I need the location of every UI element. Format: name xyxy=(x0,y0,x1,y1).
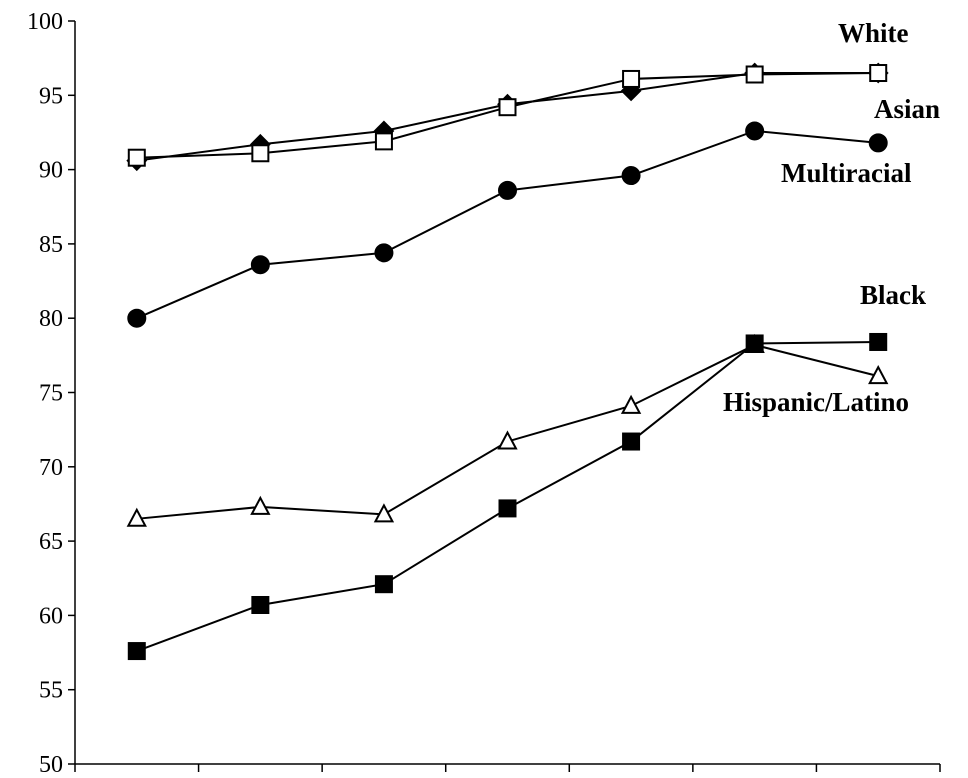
data-point-white xyxy=(622,69,641,88)
series-line-asian xyxy=(136,72,879,162)
y-tick-label: 65 xyxy=(39,529,63,555)
data-point-black xyxy=(869,332,888,351)
series-line-multiracial xyxy=(136,129,879,320)
data-point-white xyxy=(251,144,270,163)
data-point-black xyxy=(745,334,764,353)
data-point-multiracial xyxy=(745,121,765,141)
data-point-black xyxy=(251,595,270,614)
data-point-multiracial xyxy=(621,166,641,186)
y-tick-label: 100 xyxy=(27,9,63,35)
data-point-multiracial xyxy=(498,180,517,200)
y-tick-label: 60 xyxy=(39,603,63,629)
series-markers xyxy=(126,62,889,661)
series-label-asian: Asian xyxy=(874,94,940,124)
data-point-multiracial xyxy=(250,255,270,275)
data-point-hispanic-latino xyxy=(497,430,518,450)
data-point-white xyxy=(374,132,393,151)
data-point-black xyxy=(498,499,517,518)
data-point-hispanic-latino xyxy=(373,503,395,523)
axes: 50 55 60 65 70 75 80 85 90 95 100 xyxy=(27,9,941,778)
y-tick-label: 90 xyxy=(39,158,63,184)
data-point-multiracial xyxy=(868,133,888,153)
y-tick-label: 70 xyxy=(39,455,63,481)
y-tick-label: 95 xyxy=(39,83,63,109)
data-point-white xyxy=(498,98,517,117)
y-tick-label: 50 xyxy=(39,752,63,778)
data-point-hispanic-latino xyxy=(126,507,147,527)
data-point-black xyxy=(622,432,641,451)
y-tick-label: 55 xyxy=(39,678,63,704)
y-tick-label: 75 xyxy=(39,381,63,407)
data-point-multiracial xyxy=(127,308,147,328)
data-point-multiracial xyxy=(374,243,394,263)
data-point-white xyxy=(127,148,146,167)
y-tick-label: 80 xyxy=(39,306,63,332)
series-label-white: White xyxy=(838,18,909,48)
y-tick-label: 85 xyxy=(39,232,63,258)
series-label-black: Black xyxy=(860,280,926,310)
series-lines xyxy=(136,72,879,653)
data-point-hispanic-latino xyxy=(250,495,271,515)
data-point-black xyxy=(127,642,146,661)
data-point-white xyxy=(745,65,764,84)
series-label-hispanic-latino: Hispanic/Latino xyxy=(723,387,909,417)
data-point-white xyxy=(869,64,888,83)
data-point-hispanic-latino xyxy=(620,394,642,414)
data-point-hispanic-latino xyxy=(868,365,889,385)
data-point-black xyxy=(374,575,393,594)
series-label-multiracial: Multiracial xyxy=(781,158,912,188)
